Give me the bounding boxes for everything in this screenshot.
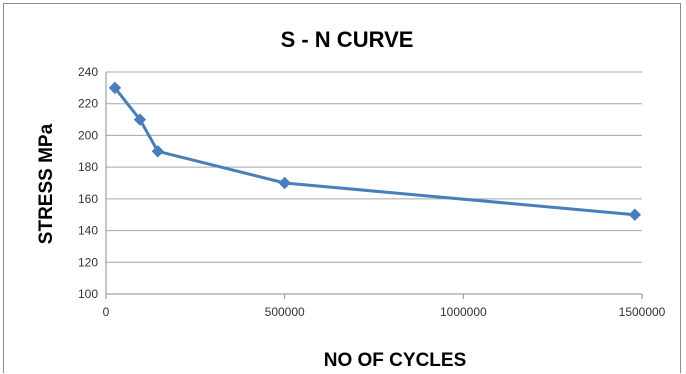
series-line [113, 86, 635, 217]
y-tick-label: 120 [78, 255, 98, 269]
chart-title: S - N CURVE [281, 27, 414, 52]
x-tick-label: 500000 [265, 305, 305, 319]
y-tick-label: 140 [78, 224, 98, 238]
y-tick-label: 200 [78, 128, 98, 142]
x-tick-labels: 0 500000 1000000 1500000 [103, 305, 666, 319]
data-point [278, 176, 291, 190]
data-point [133, 113, 147, 126]
y-tick-labels: 100 120 140 160 180 200 220 240 [78, 65, 98, 301]
y-tick-label: 220 [78, 97, 98, 111]
x-tick-label: 1000000 [440, 305, 487, 319]
x-tick-label: 1500000 [619, 305, 666, 319]
data-point [151, 145, 165, 158]
y-tick-label: 100 [78, 287, 98, 301]
data-point [628, 208, 642, 221]
data-point [108, 81, 122, 95]
x-tick-label: 0 [103, 305, 110, 319]
y-axis-title: STRESS MPa [36, 123, 57, 244]
y-tick-label: 160 [78, 192, 98, 206]
y-tick-label: 240 [78, 65, 98, 79]
y-tick-label: 180 [78, 160, 98, 174]
y-gridlines [105, 71, 643, 299]
chart-frame [3, 3, 681, 373]
plot-series [108, 81, 642, 221]
x-axis-title: NO OF CYCLES [324, 350, 467, 371]
